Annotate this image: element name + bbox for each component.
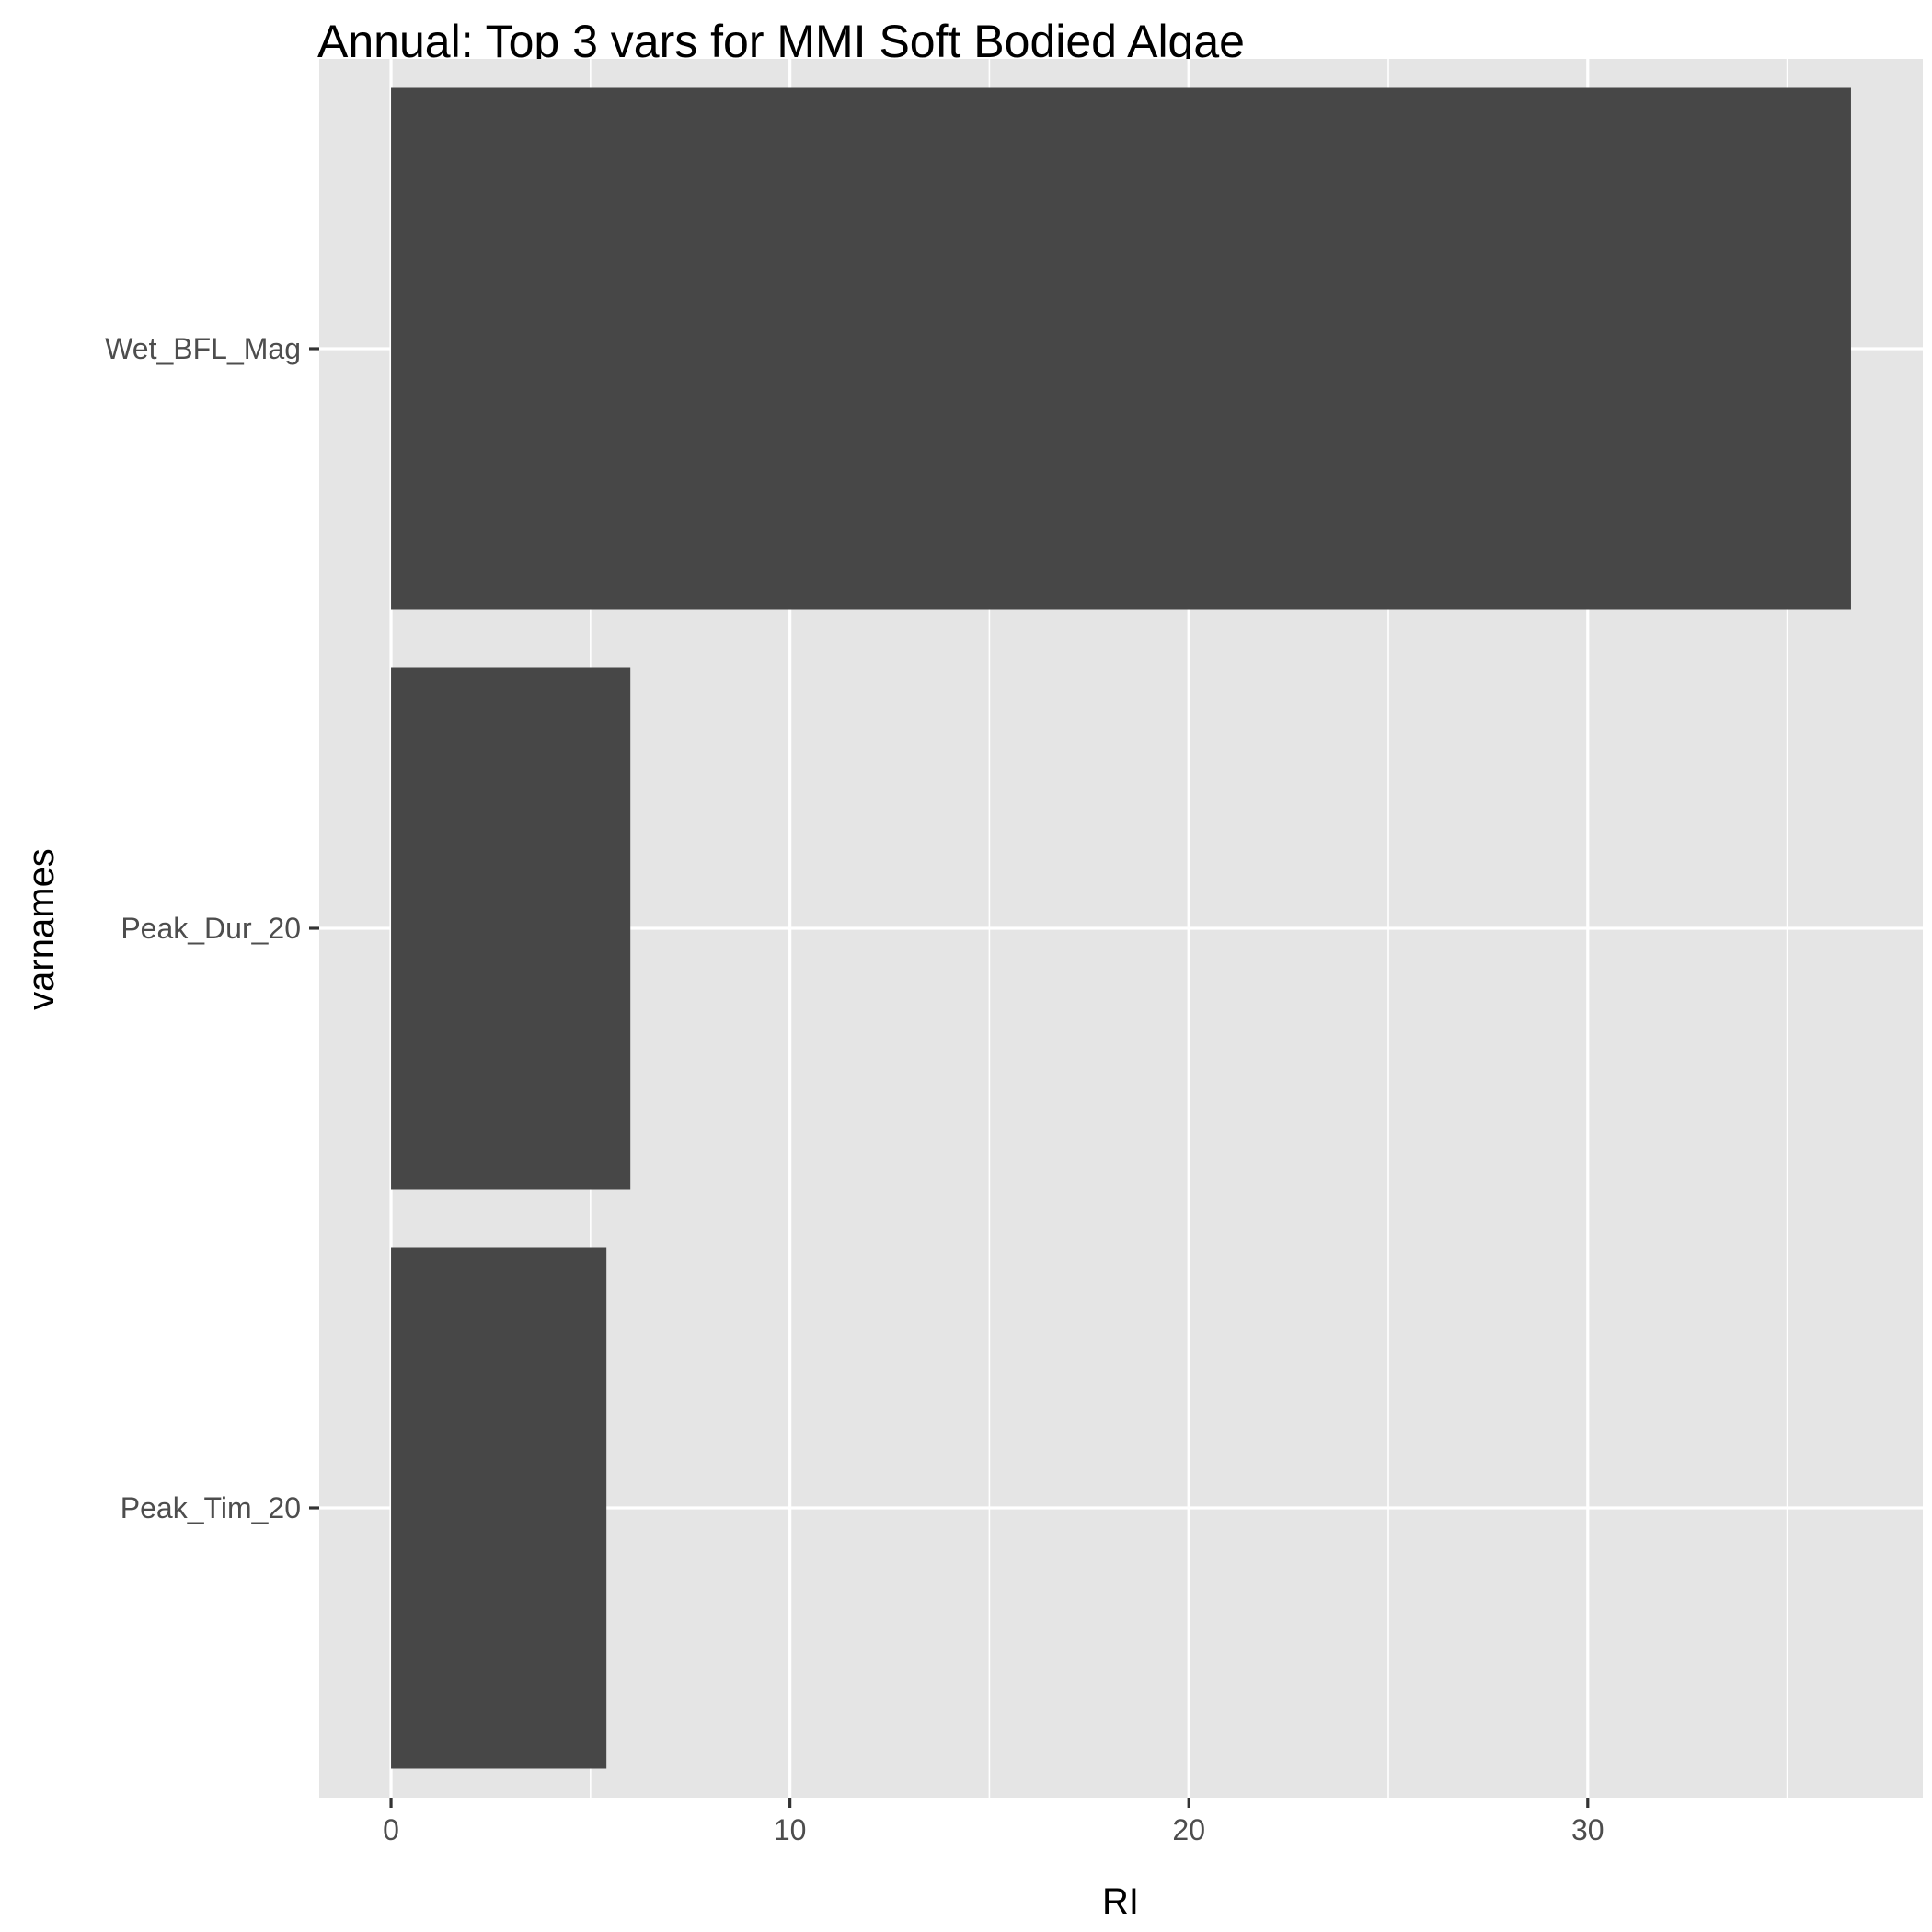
x-tick-label: 10	[774, 1813, 807, 1846]
bar	[391, 667, 631, 1190]
x-axis: 0 10 20 30	[383, 1798, 1604, 1846]
y-axis-title: varnames	[21, 848, 62, 1010]
y-tick-label: Peak_Dur_20	[121, 912, 301, 945]
bars	[391, 87, 1851, 1769]
y-axis: Wet_BFL_Mag Peak_Dur_20 Peak_Tim_20	[105, 332, 319, 1524]
x-tick-label: 30	[1571, 1813, 1604, 1846]
x-tick-label: 0	[383, 1813, 399, 1846]
x-tick-label: 20	[1172, 1813, 1205, 1846]
chart-title: Annual: Top 3 vars for MMI Soft Bodied A…	[317, 16, 1245, 67]
y-tick-label: Wet_BFL_Mag	[105, 332, 301, 365]
x-axis-title: RI	[1102, 1881, 1139, 1922]
y-tick-label: Peak_Tim_20	[121, 1491, 301, 1524]
bar	[391, 1247, 607, 1769]
bar	[391, 87, 1851, 610]
